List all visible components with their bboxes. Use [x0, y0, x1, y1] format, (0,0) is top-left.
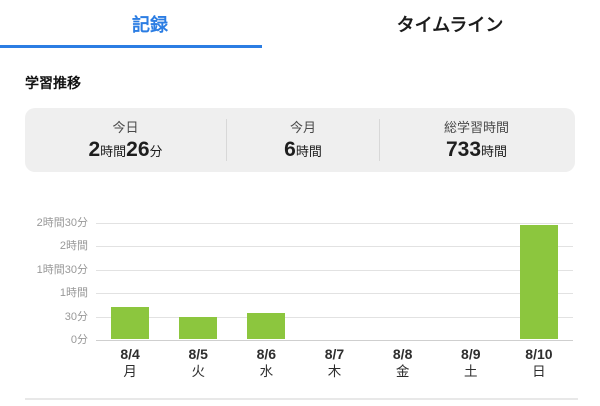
x-axis-label: 8/6 水: [256, 346, 277, 379]
stat-value: 6時間: [284, 138, 322, 161]
gridline: [96, 246, 573, 247]
y-axis-label: 0分: [70, 334, 88, 346]
stat-divider: [226, 119, 227, 161]
stat-value: 733時間: [445, 138, 508, 161]
stat-item: 総学習時間 733時間: [380, 108, 573, 172]
y-axis-label: 30分: [64, 310, 88, 323]
y-axis-label: 2時間: [59, 240, 88, 252]
gridline: [96, 269, 573, 271]
tab-records[interactable]: 記録: [132, 15, 168, 35]
active-tab-indicator: [0, 45, 262, 48]
stat-label: 今日: [112, 120, 139, 135]
x-axis-label: 8/5 火: [188, 346, 208, 379]
x-axis-label: 8/4 月: [120, 346, 140, 379]
stat-item: 今日 2時間26分: [25, 108, 226, 172]
stat-value: 2時間26分: [88, 138, 163, 161]
stat-divider: [379, 119, 380, 161]
gridline: [96, 222, 573, 224]
x-axis-label: 8/10 日: [525, 346, 553, 379]
stat-label: 今月: [289, 120, 316, 135]
y-axis-label: 2時間30分: [36, 216, 88, 229]
bar-8/10: [519, 224, 558, 339]
study-stats-panel: 今日 2時間26分 今月 6時間 総学習時間 733時間: [25, 108, 575, 172]
x-axis-label: 8/7 木: [324, 346, 345, 379]
tab-bar: 記録 タイムライン: [0, 0, 600, 48]
bar-8/6: [247, 313, 286, 339]
y-axis-label: 1時間30分: [36, 263, 88, 276]
gridline: [96, 340, 573, 341]
gridline: [96, 316, 573, 318]
x-axis-label: 8/9 土: [461, 346, 481, 379]
section-divider: [25, 398, 578, 400]
bar-8/4: [111, 306, 150, 339]
bar-8/5: [179, 317, 218, 339]
tab-timeline[interactable]: タイムライン: [396, 15, 504, 35]
y-axis-label: 1時間: [59, 287, 88, 299]
chart-plot-area: [96, 222, 573, 341]
stat-label: 総学習時間: [443, 120, 509, 135]
page-title: 学習推移: [25, 75, 81, 91]
x-axis-label: 8/8 金: [392, 346, 413, 379]
gridline: [96, 293, 573, 294]
stat-item: 今月 6時間: [227, 108, 379, 172]
study-time-bar-chart: 0分 30分 1時間 1時間30分 2時間 2時間30分 8/4 月 8/5 火 8/6 水 8/7 木 8…: [0, 216, 600, 392]
